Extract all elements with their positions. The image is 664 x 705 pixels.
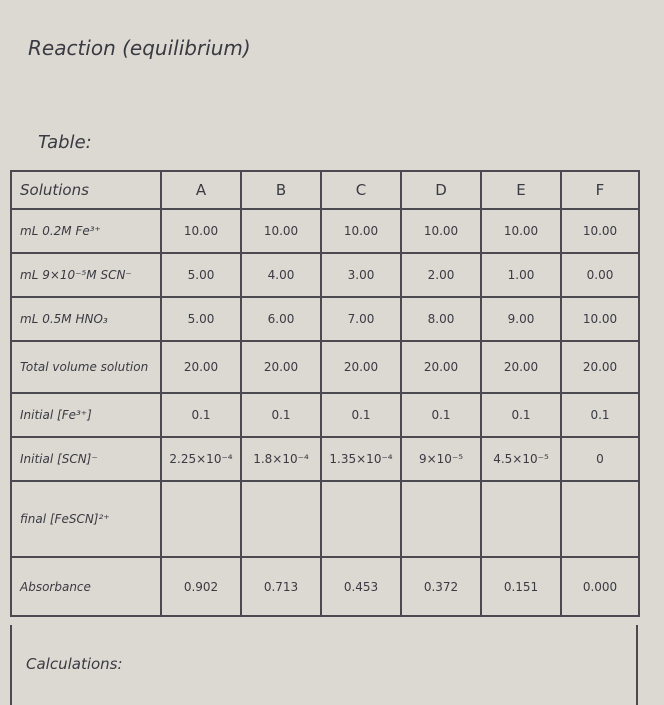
table-cell: 1.8×10⁻⁴: [240, 436, 322, 482]
empty-cell: [240, 480, 322, 558]
title: Reaction (equilibrium): [28, 36, 251, 60]
row-label: Absorbance: [10, 556, 162, 617]
table-row: mL 0.2M Fe³⁺ 10.00 10.00 10.00 10.00 10.00 10.…: [10, 208, 640, 254]
table-cell: 0.1: [240, 392, 322, 438]
empty-cell: [160, 480, 242, 558]
table-row: final [FeSCN]²⁺: [10, 480, 640, 558]
table-row: mL 0.5M HNO₃ 5.00 6.00 7.00 8.00 9.00 10.00: [10, 296, 640, 342]
table-cell: 9.00: [480, 296, 562, 342]
empty-cell: [320, 480, 402, 558]
column-header: D: [400, 170, 482, 210]
table-cell: 5.00: [160, 296, 242, 342]
table-cell: 0.1: [160, 392, 242, 438]
calculations-area: Calculations:: [10, 625, 638, 705]
empty-cell: [560, 480, 640, 558]
table-row: Initial [Fe³⁺] 0.1 0.1 0.1 0.1 0.1 0.1: [10, 392, 640, 438]
table-cell: 0.1: [480, 392, 562, 438]
table-row: Absorbance 0.902 0.713 0.453 0.372 0.151 0.000: [10, 556, 640, 617]
table-cell: 20.00: [160, 340, 242, 394]
column-header: F: [560, 170, 640, 210]
calculations-label: Calculations:: [26, 655, 123, 673]
table-cell: 7.00: [320, 296, 402, 342]
table-cell: 10.00: [400, 208, 482, 254]
table-cell: 10.00: [560, 208, 640, 254]
table-cell: 3.00: [320, 252, 402, 298]
table-cell: 0.1: [320, 392, 402, 438]
row-label: mL 9×10⁻⁵M SCN⁻: [10, 252, 162, 298]
table-cell: 0.453: [320, 556, 402, 617]
header-row: Solutions A B C D E F: [10, 170, 640, 210]
table-cell: 0.00: [560, 252, 640, 298]
row-label: final [FeSCN]²⁺: [10, 480, 162, 558]
table-cell: 0.151: [480, 556, 562, 617]
table-cell: 20.00: [560, 340, 640, 394]
table-cell: 0.372: [400, 556, 482, 617]
table-cell: 20.00: [400, 340, 482, 394]
column-header: A: [160, 170, 242, 210]
table-cell: 20.00: [240, 340, 322, 394]
table-row: Total volume solution 20.00 20.00 20.00 20.0…: [10, 340, 640, 394]
row-label: mL 0.5M HNO₃: [10, 296, 162, 342]
empty-cell: [400, 480, 482, 558]
table-cell: 20.00: [480, 340, 562, 394]
table-cell: 4.00: [240, 252, 322, 298]
table-cell: 10.00: [480, 208, 562, 254]
row-label: Initial [Fe³⁺]: [10, 392, 162, 438]
column-header: C: [320, 170, 402, 210]
table-cell: 0.902: [160, 556, 242, 617]
table-cell: 2.25×10⁻⁴: [160, 436, 242, 482]
table-cell: 0.713: [240, 556, 322, 617]
table-cell: 1.35×10⁻⁴: [320, 436, 402, 482]
table-cell: 10.00: [240, 208, 322, 254]
table-cell: 0.1: [400, 392, 482, 438]
table-cell: 0.000: [560, 556, 640, 617]
table-cell: 10.00: [320, 208, 402, 254]
table-cell: 1.00: [480, 252, 562, 298]
column-header: B: [240, 170, 322, 210]
table-cell: 20.00: [320, 340, 402, 394]
row-label: Total volume solution: [10, 340, 162, 394]
table-cell: 0: [560, 436, 640, 482]
table-cell: 4.5×10⁻⁵: [480, 436, 562, 482]
table-cell: 0.1: [560, 392, 640, 438]
table-row: Initial [SCN]⁻ 2.25×10⁻⁴ 1.8×10⁻⁴ 1.35×10⁻⁴…: [10, 436, 640, 482]
table-cell: 10.00: [560, 296, 640, 342]
row-label: Initial [SCN]⁻: [10, 436, 162, 482]
table-cell: 6.00: [240, 296, 322, 342]
empty-cell: [480, 480, 562, 558]
table-cell: 5.00: [160, 252, 242, 298]
row-label: mL 0.2M Fe³⁺: [10, 208, 162, 254]
column-header: E: [480, 170, 562, 210]
table-cell: 9×10⁻⁵: [400, 436, 482, 482]
column-header: Solutions: [10, 170, 162, 210]
subtitle: Table:: [38, 132, 92, 153]
table-cell: 10.00: [160, 208, 242, 254]
table-cell: 2.00: [400, 252, 482, 298]
table-row: mL 9×10⁻⁵M SCN⁻ 5.00 4.00 3.00 2.00 1.00 0.00: [10, 252, 640, 298]
table-cell: 8.00: [400, 296, 482, 342]
